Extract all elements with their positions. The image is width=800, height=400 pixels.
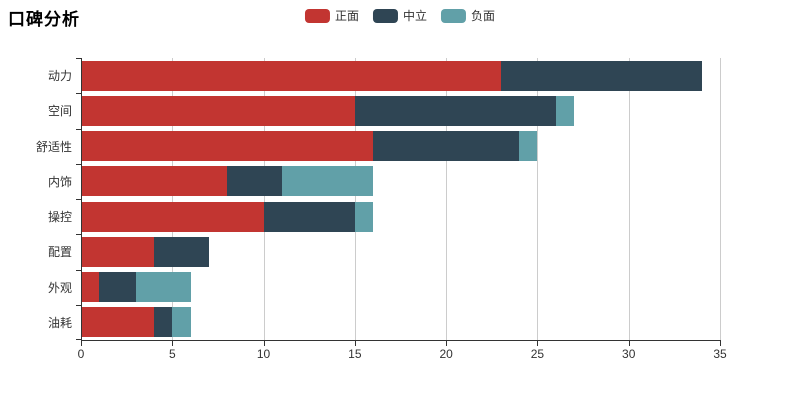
x-tick-label-5: 5 — [168, 347, 176, 361]
legend-item-neutral[interactable]: 中立 — [372, 7, 428, 24]
legend-item-positive[interactable]: 正面 — [304, 7, 359, 24]
legend-label-positive: 正面 — [334, 9, 359, 23]
y-axis-tick — [76, 128, 81, 130]
bar-row-6 — [81, 270, 720, 305]
bar-stack-5 — [81, 236, 720, 267]
x-axis-tick-15 — [354, 341, 356, 346]
x-axis-tick-10 — [263, 341, 265, 346]
bar-stack-2 — [81, 131, 720, 162]
y-axis-tick — [76, 339, 81, 340]
bar-segment-negative[interactable] — [135, 272, 191, 303]
x-axis-tick-0 — [81, 341, 82, 346]
x-tick-label-20: 20 — [439, 347, 453, 361]
bar-segment-negative[interactable] — [172, 307, 191, 338]
x-tick-label-15: 15 — [348, 347, 362, 361]
bar-segment-positive[interactable] — [81, 60, 501, 91]
bar-segment-negative[interactable] — [555, 95, 574, 126]
x-axis-tick-labels: 0 5 10 15 20 25 30 35 — [77, 347, 727, 363]
bar-segment-neutral[interactable] — [500, 60, 702, 91]
gridline-x-20 — [446, 58, 448, 340]
category-label-3: 内饰 — [47, 174, 72, 189]
bar-stack-1 — [81, 95, 720, 126]
bar-segment-positive[interactable] — [81, 131, 374, 162]
bar-segment-neutral[interactable] — [154, 236, 209, 267]
bar-segment-negative[interactable] — [281, 166, 374, 197]
bar-segment-positive[interactable] — [81, 201, 264, 232]
y-axis-tick — [76, 269, 81, 271]
legend-swatch-negative — [441, 8, 467, 23]
bar-segment-positive[interactable] — [81, 166, 228, 197]
plot-area — [76, 58, 721, 340]
category-label-6: 外观 — [47, 280, 72, 295]
x-tick-label-0: 0 — [77, 347, 85, 361]
gridline-x-10 — [263, 58, 265, 340]
bar-stack-0 — [81, 60, 720, 91]
bar-segment-negative[interactable] — [354, 201, 374, 232]
bar-segment-neutral[interactable] — [354, 95, 556, 126]
category-label-2: 舒适性 — [35, 139, 72, 154]
gridline-x-5 — [172, 58, 174, 340]
bar-row-1 — [81, 93, 720, 128]
bar-segment-positive[interactable] — [81, 272, 100, 303]
y-axis-tick — [76, 304, 81, 306]
x-tick-label-30: 30 — [622, 347, 636, 361]
y-axis-tick — [76, 199, 81, 200]
y-axis-tick — [76, 234, 81, 236]
x-tick-label-25: 25 — [530, 347, 545, 361]
x-axis-tick-20 — [446, 341, 448, 346]
bar-segment-neutral[interactable] — [154, 307, 173, 338]
category-label-7: 油耗 — [47, 315, 72, 330]
x-axis-tick-35 — [720, 341, 721, 346]
bar-segment-positive[interactable] — [81, 307, 155, 338]
bar-stack-6 — [81, 272, 720, 303]
x-axis-tick-25 — [537, 341, 539, 346]
category-label-5: 配置 — [47, 245, 72, 260]
x-axis-tick-30 — [628, 341, 630, 346]
bar-row-5 — [81, 234, 720, 269]
bar-segment-neutral[interactable] — [263, 201, 355, 232]
bar-row-2 — [81, 129, 720, 164]
category-label-1: 空间 — [47, 104, 72, 119]
bar-segment-neutral[interactable] — [227, 166, 282, 197]
bar-segment-negative[interactable] — [519, 131, 538, 162]
x-tick-label-10: 10 — [256, 347, 271, 361]
x-axis-line — [81, 340, 721, 341]
bar-stack-4 — [81, 201, 720, 232]
bar-row-3 — [81, 164, 720, 199]
category-label-4: 操控 — [47, 210, 72, 225]
bar-segment-positive[interactable] — [81, 236, 155, 267]
gridline-x-15 — [354, 58, 356, 340]
legend-swatch-neutral — [372, 8, 398, 23]
y-axis-tick — [76, 163, 81, 165]
bar-row-0 — [81, 58, 720, 93]
bar-row-7 — [81, 305, 720, 340]
x-tick-label-35: 35 — [713, 347, 727, 361]
y-axis-tick — [76, 93, 81, 95]
y-axis-tick — [76, 58, 81, 59]
chart-title: 口碑分析 — [8, 10, 80, 29]
legend-label-negative: 负面 — [471, 9, 496, 23]
legend-swatch-positive — [304, 8, 330, 23]
legend: 正面 中立 负面 — [304, 7, 495, 24]
category-labels: 动力空间舒适性内饰操控配置外观油耗 — [0, 58, 72, 340]
bar-segment-positive[interactable] — [81, 95, 355, 126]
gridline-x-25 — [537, 58, 539, 340]
y-axis-line — [81, 58, 82, 341]
bar-row-4 — [81, 199, 720, 234]
bar-stack-7 — [81, 307, 720, 338]
legend-label-neutral: 中立 — [402, 9, 428, 23]
bar-segment-neutral[interactable] — [373, 131, 520, 162]
x-axis-tick-5 — [172, 341, 174, 346]
gridline-x-35 — [720, 58, 721, 340]
category-label-0: 动力 — [47, 69, 72, 84]
legend-item-negative[interactable]: 负面 — [441, 7, 495, 24]
bar-segment-neutral[interactable] — [99, 272, 136, 303]
bar-stack-3 — [81, 166, 720, 197]
gridline-x-30 — [628, 58, 630, 340]
